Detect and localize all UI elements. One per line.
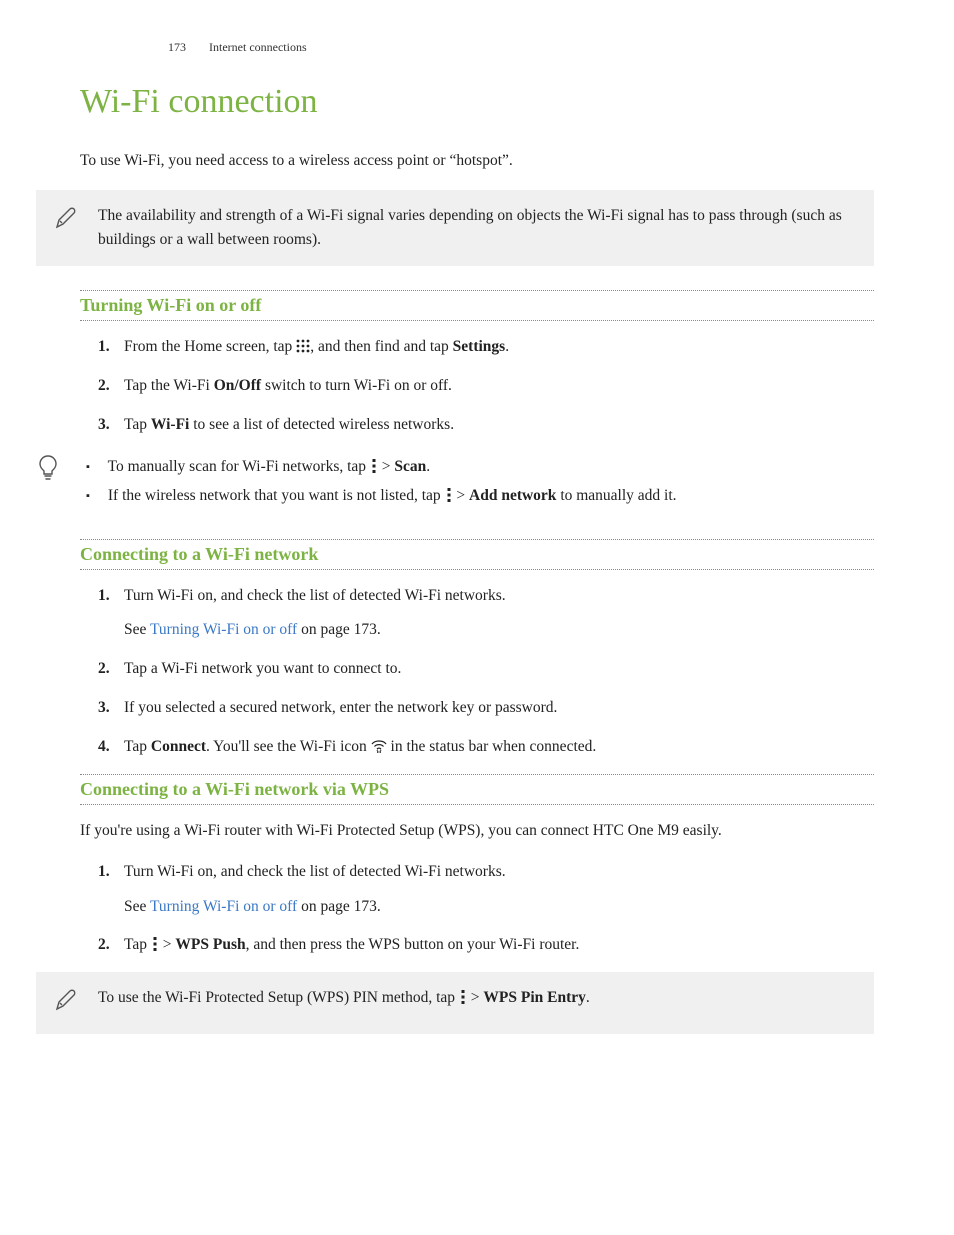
dotted-rule <box>80 774 874 775</box>
tip-item: If the wireless network that you want is… <box>104 481 874 510</box>
note-text: To use the Wi-Fi Protected Setup (WPS) P… <box>98 986 856 1010</box>
dotted-rule <box>80 569 874 570</box>
pencil-icon <box>54 999 78 1016</box>
lightbulb-icon <box>36 469 60 486</box>
section-heading: Turning Wi-Fi on or off <box>80 295 269 316</box>
step-subtext: See Turning Wi-Fi on or off on page 173. <box>124 895 874 920</box>
note-box: The availability and strength of a Wi-Fi… <box>36 190 874 266</box>
tip-item: To manually scan for Wi-Fi networks, tap… <box>104 452 874 481</box>
note-text: The availability and strength of a Wi-Fi… <box>98 204 856 252</box>
step-list: Turn Wi-Fi on, and check the list of det… <box>80 584 874 760</box>
dotted-rule <box>80 539 874 540</box>
step-item: Turn Wi-Fi on, and check the list of det… <box>124 860 874 920</box>
step-item: Turn Wi-Fi on, and check the list of det… <box>124 584 874 644</box>
step-item: Tap Wi-Fi to see a list of detected wire… <box>124 413 874 438</box>
dotted-rule <box>80 804 874 805</box>
step-subtext: See Turning Wi-Fi on or off on page 173. <box>124 618 874 643</box>
section-heading-wrap: Connecting to a Wi-Fi network via WPS <box>80 774 874 805</box>
page-header: 173 Internet connections <box>168 40 874 55</box>
page-number: 173 <box>168 40 186 54</box>
dotted-rule <box>80 290 874 291</box>
intro-text: To use Wi-Fi, you need access to a wirel… <box>80 149 874 172</box>
menu-dots-icon <box>445 484 453 500</box>
section-intro: If you're using a Wi-Fi router with Wi-F… <box>80 819 874 842</box>
note-box: To use the Wi-Fi Protected Setup (WPS) P… <box>36 972 874 1034</box>
step-list: From the Home screen, tap , and then fin… <box>80 335 874 437</box>
page-section: Internet connections <box>209 40 307 54</box>
step-item: Tap > WPS Push, and then press the WPS b… <box>124 933 874 958</box>
wifi-icon <box>371 737 387 751</box>
page: 173 Internet connections Wi-Fi connectio… <box>0 0 954 1235</box>
step-list: Turn Wi-Fi on, and check the list of det… <box>80 860 874 958</box>
page-title: Wi-Fi connection <box>80 83 874 121</box>
section-heading-wrap: Turning Wi-Fi on or off <box>80 290 874 321</box>
menu-dots-icon <box>370 455 378 471</box>
dotted-rule <box>80 320 874 321</box>
xref-link[interactable]: Turning Wi-Fi on or off <box>150 898 297 915</box>
step-item: Tap a Wi-Fi network you want to connect … <box>124 657 874 682</box>
step-item: Tap the Wi-Fi On/Off switch to turn Wi-F… <box>124 374 874 399</box>
menu-dots-icon <box>151 936 159 952</box>
step-item: Tap Connect. You'll see the Wi-Fi icon i… <box>124 735 874 760</box>
step-item: From the Home screen, tap , and then fin… <box>124 335 874 360</box>
section-heading-wrap: Connecting to a Wi-Fi network <box>80 539 874 570</box>
xref-link[interactable]: Turning Wi-Fi on or off <box>150 621 297 638</box>
tip-box: To manually scan for Wi-Fi networks, tap… <box>36 452 874 511</box>
apps-grid-icon <box>296 337 310 351</box>
section-heading: Connecting to a Wi-Fi network via WPS <box>80 779 397 800</box>
tip-list: To manually scan for Wi-Fi networks, tap… <box>80 452 874 511</box>
section-heading: Connecting to a Wi-Fi network <box>80 544 326 565</box>
menu-dots-icon <box>459 989 467 1005</box>
step-item: If you selected a secured network, enter… <box>124 696 874 721</box>
pencil-icon <box>54 217 78 234</box>
